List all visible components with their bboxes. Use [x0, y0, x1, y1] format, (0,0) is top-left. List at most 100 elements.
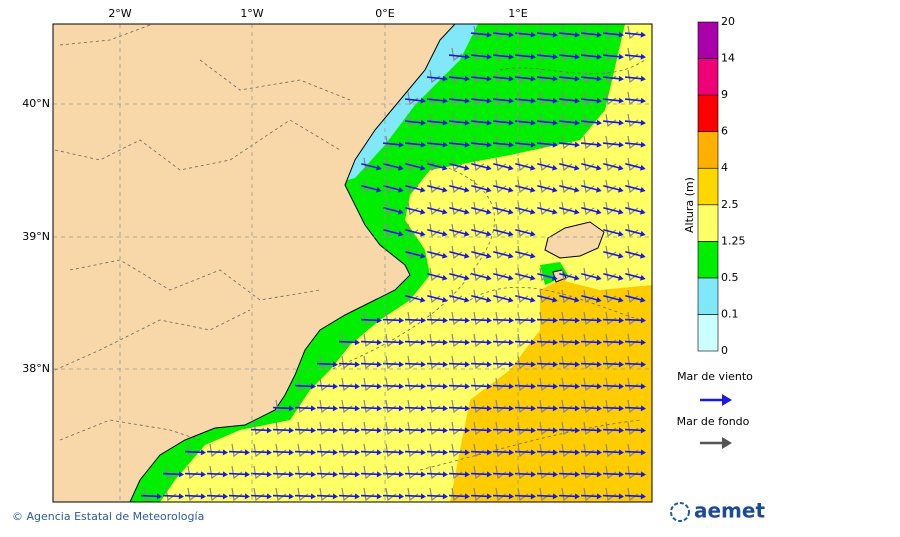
wind-arrow: [338, 384, 358, 388]
wind-arrow: [492, 450, 512, 454]
wind-arrow-head: [486, 339, 492, 346]
wind-arrow: [580, 54, 600, 58]
wind-arrow: [404, 472, 424, 476]
wind-arrow: [492, 318, 512, 322]
wind-arrow: [537, 272, 555, 280]
wind-arrow: [602, 494, 622, 498]
wind-arrow-head: [552, 119, 558, 126]
wind-arrow-head: [420, 119, 426, 126]
wind-arrow: [316, 384, 336, 388]
wind-arrow-head: [464, 141, 470, 148]
wind-arrow-head: [288, 449, 294, 456]
wind-arrow: [580, 120, 600, 124]
wind-arrow: [581, 272, 599, 280]
wind-arrow: [558, 120, 578, 124]
wind-arrow: [514, 340, 534, 344]
wind-arrow: [448, 406, 468, 410]
wind-arrow: [316, 428, 336, 432]
wind-arrow-head: [508, 427, 514, 434]
wind-arrow: [405, 250, 423, 258]
wind-arrow-head: [420, 186, 426, 193]
wind-arrow: [536, 318, 556, 322]
wind-arrow: [294, 406, 314, 410]
wind-arrow: [625, 272, 643, 280]
wind-arrow-head: [398, 449, 404, 456]
wind-arrow-head: [618, 471, 624, 478]
wind-arrow-head: [596, 208, 602, 215]
wind-arrow: [360, 450, 380, 454]
wind-arrow: [361, 162, 379, 170]
wind-arrow: [536, 54, 556, 58]
wind-arrow-head: [420, 97, 426, 104]
wind-arrow: [448, 472, 468, 476]
wind-arrow-head: [618, 230, 624, 237]
wind-arrow-head: [618, 164, 624, 171]
wind-arrow-head: [618, 317, 624, 324]
wind-arrow-head: [508, 296, 514, 303]
wind-arrow-head: [464, 274, 470, 281]
wind-arrow: [405, 162, 423, 170]
wind-arrow-head: [574, 31, 580, 38]
wind-arrow: [558, 142, 578, 146]
wind-arrow-head: [464, 296, 470, 303]
wind-arrow-head: [398, 361, 404, 368]
wind-arrow: [602, 98, 622, 102]
wind-arrow-head: [288, 471, 294, 478]
wind-arrow-head: [640, 31, 646, 38]
wind-arrow: [316, 450, 336, 454]
cyan-zone: [340, 24, 478, 182]
wind-arrow: [338, 494, 358, 498]
wind-arrow-head: [486, 186, 492, 193]
lon-labels: 2°W 1°W 0°E 1°E: [108, 7, 527, 20]
wind-arrow: [625, 206, 643, 214]
wind-arrow: [602, 32, 622, 36]
wind-arrow-head: [376, 339, 382, 346]
wind-arrow-head: [640, 230, 646, 237]
wind-arrow: [470, 340, 490, 344]
wind-arrow-head: [420, 230, 426, 237]
wind-arrow: [449, 184, 467, 192]
wind-arrow-head: [552, 141, 558, 148]
wind-arrow: [559, 184, 577, 192]
wind-arrow-head: [244, 471, 250, 478]
wind-arrow: [470, 384, 490, 388]
wind-arrow: [624, 142, 644, 146]
wind-arrow: [470, 142, 490, 146]
wind-arrow-head: [486, 230, 492, 237]
wind-arrow: [427, 294, 445, 302]
wind-arrow: [382, 472, 402, 476]
wind-arrow-head: [420, 339, 426, 346]
wind-arrow: [448, 428, 468, 432]
wind-arrow-head: [530, 252, 536, 259]
wind-arrow-head: [618, 405, 624, 412]
colorbar-label: 4: [721, 161, 728, 174]
wind-arrow-head: [596, 339, 602, 346]
wind-arrow: [624, 120, 644, 124]
wind-arrow: [405, 228, 423, 236]
wind-arrow: [206, 472, 226, 476]
wind-arrow: [558, 428, 578, 432]
wind-arrow: [404, 362, 424, 366]
wind-arrow-head: [398, 208, 404, 215]
wind-arrow-head: [508, 405, 514, 412]
wind-arrow: [426, 494, 446, 498]
wind-arrow-head: [640, 361, 646, 368]
wind-arrow: [493, 294, 511, 302]
wind-arrow: [558, 318, 578, 322]
wind-arrow-head: [552, 53, 558, 60]
wind-arrow: [558, 340, 578, 344]
wind-arrow-head: [398, 230, 404, 237]
wind-arrow-head: [574, 141, 580, 148]
wind-arrow-head: [486, 31, 492, 38]
wind-arrow-head: [442, 361, 448, 368]
wind-arrow-head: [640, 164, 646, 171]
wind-arrow: [184, 494, 204, 498]
wind-arrow: [272, 494, 292, 498]
wind-arrow: [602, 120, 622, 124]
wind-arrow: [383, 228, 401, 236]
wind-arrow-head: [618, 53, 624, 60]
wind-arrow: [536, 428, 556, 432]
wind-arrow: [294, 450, 314, 454]
wind-arrow-head: [420, 493, 426, 500]
orange-zone: [450, 280, 652, 502]
